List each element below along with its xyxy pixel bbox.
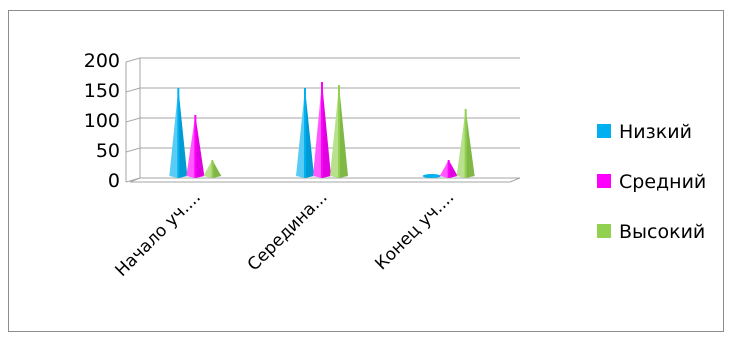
cone-dark-face <box>448 160 458 178</box>
legend-entry: Средний <box>619 171 706 193</box>
x-tick-label: Конец уч.... <box>371 187 458 274</box>
y-tick-label: 0 <box>108 170 120 192</box>
x-tick-label: Начало уч.... <box>111 187 204 280</box>
gridlines <box>125 57 521 183</box>
legend-swatch <box>597 124 611 138</box>
y-tick-label: 150 <box>84 80 120 102</box>
y-tick-label: 100 <box>84 110 120 132</box>
gridline <box>125 57 520 63</box>
cone-light-face <box>296 88 305 178</box>
cone-dark-face <box>305 88 314 178</box>
chart-frame <box>8 10 724 332</box>
cone-light-face <box>439 160 449 178</box>
cone-Низкий-0 <box>169 88 188 178</box>
cone-light-face <box>330 85 339 178</box>
cone-Высокий-2 <box>456 109 475 178</box>
cone-base <box>422 174 441 178</box>
cone-Низкий-1 <box>296 88 314 178</box>
cone-dark-face <box>178 88 188 178</box>
cone-Средний-2 <box>439 160 458 178</box>
cones <box>169 82 475 178</box>
cone-dark-face <box>195 115 205 178</box>
legend-entry: Низкий <box>619 121 692 143</box>
x-axis-labels: Начало уч.... Середина... Конец уч.... <box>111 187 458 280</box>
cone-dark-face <box>322 82 331 178</box>
cone-dark-face <box>339 85 348 178</box>
x-tick-label: Середина... <box>244 187 332 275</box>
cone-Средний-0 <box>186 115 205 178</box>
cone-light-face <box>456 109 466 178</box>
cone-light-face <box>169 88 179 178</box>
cone-dark-face <box>212 160 222 178</box>
legend-swatch <box>597 224 611 238</box>
legend-entry: Высокий <box>619 221 705 243</box>
cone-dark-face <box>465 109 475 178</box>
y-tick-label: 200 <box>84 50 120 72</box>
y-tick-label: 50 <box>96 140 120 162</box>
cone-Средний-1 <box>313 82 331 178</box>
cone-light-face <box>186 115 196 178</box>
legend-swatch <box>597 174 611 188</box>
chart-floor <box>129 177 521 183</box>
legend: Низкий Средний Высокий <box>597 121 706 243</box>
cone-Низкий-2 <box>422 174 441 178</box>
cone-light-face <box>203 160 213 178</box>
cone-light-face <box>313 82 322 178</box>
y-axis: 0 50 100 150 200 <box>84 50 120 192</box>
cone-Высокий-1 <box>330 85 348 178</box>
cone-Высокий-0 <box>203 160 222 178</box>
